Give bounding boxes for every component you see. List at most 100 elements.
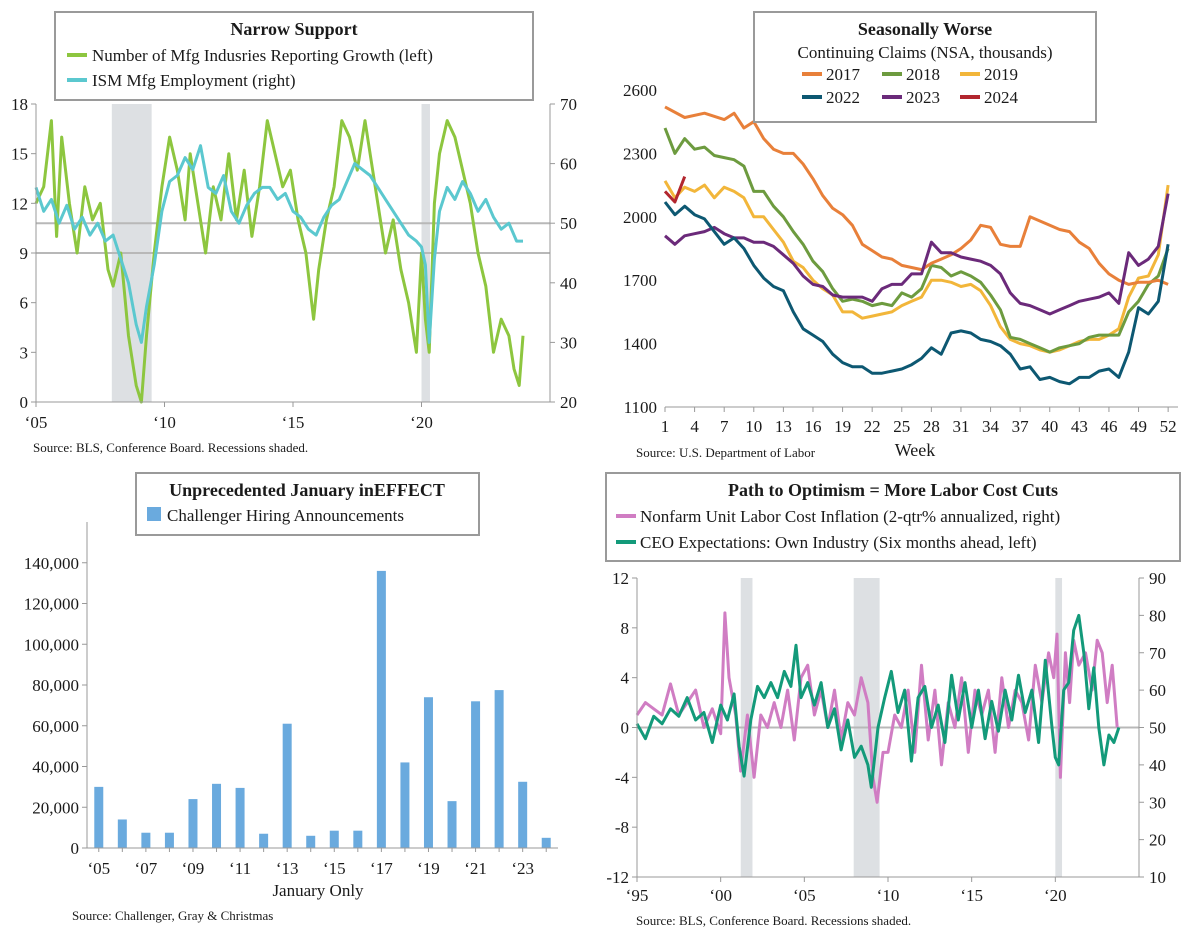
x-tick-label: 52 [1160, 417, 1177, 436]
x-tick-label: 22 [864, 417, 881, 436]
y-tick-label-left: -12 [606, 868, 629, 887]
y-tick-label-left: 9 [20, 244, 29, 263]
y-tick-label-left: -8 [615, 818, 629, 837]
legend-label-ulc: Nonfarm Unit Labor Cost Inflation (2-qtr… [640, 507, 1060, 526]
bar-2005 [94, 786, 104, 848]
bar-2020 [447, 801, 457, 848]
x-tick-label: ‘15 [282, 413, 305, 432]
y-tick-label-left: 4 [621, 669, 630, 688]
panel-path-to-optimism: -12 -8 -4 0 4 8 12 10 20 30 40 50 60 70 80 90 ‘95 ‘00 ‘05 ‘… [605, 472, 1181, 928]
panel-seasonally-worse: 1100 1400 1700 2000 2300 2600 1 4 7 10 13 16 19 22 25 2… [623, 11, 1178, 460]
x-tick-label: ‘15 [323, 859, 346, 878]
y-tick-label-right: 70 [560, 95, 577, 114]
x-tick-label: ‘20 [410, 413, 433, 432]
y-tick-label-left: 12 [11, 194, 28, 213]
y-tick-label-left: 15 [11, 145, 28, 164]
x-tick-label: ‘05 [793, 886, 816, 905]
bar-2022 [494, 690, 504, 848]
y-tick-label: 140,000 [24, 554, 79, 573]
series-line-2018 [663, 127, 1170, 354]
series-line-2023 [664, 193, 1170, 316]
legend-label-2022: 2022 [826, 88, 860, 107]
x-tick-label: ‘05 [25, 413, 48, 432]
legend-box [135, 472, 480, 536]
y-tick-label-right: 20 [1149, 831, 1166, 850]
panel-narrow-support: 0 3 6 9 12 15 18 20 30 40 50 60 70 ‘05 ‘10 ‘15 ‘20 Narro… [11, 11, 577, 455]
y-tick-label: 100,000 [24, 635, 79, 654]
source-note: Source: Challenger, Gray & Christmas [72, 908, 273, 923]
x-tick-label: 40 [1041, 417, 1058, 436]
source-note: Source: BLS, Conference Board. Recession… [33, 440, 308, 455]
panel-unprecedented-january: 0 20,000 40,000 60,000 80,000 100,000 120,000 1… [24, 472, 558, 923]
y-tick-label-left: 0 [621, 719, 630, 738]
bar-2010 [212, 783, 222, 848]
y-tick-label-right: 10 [1149, 868, 1166, 887]
series-line-ceo [635, 613, 1121, 789]
y-tick-label-left: 12 [612, 569, 629, 588]
y-tick-label-right: 20 [560, 393, 577, 412]
x-tick-label: 49 [1130, 417, 1147, 436]
y-tick-label-right: 80 [1149, 606, 1166, 625]
y-tick-label-left: 8 [621, 619, 630, 638]
bar-2024 [541, 837, 551, 848]
x-tick-label: ‘09 [182, 859, 205, 878]
legend-label-2017: 2017 [826, 65, 861, 84]
x-tick-label: ‘07 [135, 859, 158, 878]
legend-box [753, 11, 1097, 123]
bar-2009 [188, 799, 198, 848]
bar-2016 [353, 830, 363, 848]
legend-box [54, 11, 534, 101]
series-line-ism [34, 144, 523, 344]
y-tick-label-left: 18 [11, 95, 28, 114]
y-tick-label-right: 40 [1149, 756, 1166, 775]
bar-2019 [423, 697, 433, 848]
x-tick-label: 37 [1012, 417, 1030, 436]
y-tick-label-left: 0 [20, 393, 29, 412]
x-tick-label: ‘17 [370, 859, 393, 878]
bar-2014 [306, 835, 316, 848]
legend-label-2019: 2019 [984, 65, 1018, 84]
y-tick-label-left: -4 [615, 768, 630, 787]
x-tick-label: 10 [745, 417, 762, 436]
x-tick-label: 7 [720, 417, 729, 436]
x-tick-label: 16 [804, 417, 821, 436]
legend-label-2018: 2018 [906, 65, 940, 84]
x-tick-label: ‘13 [276, 859, 299, 878]
legend-label-2023: 2023 [906, 88, 940, 107]
bar-2018 [400, 762, 410, 848]
x-tick-label: ‘20 [1044, 886, 1067, 905]
y-tick-label-right: 50 [560, 214, 577, 233]
y-tick-label: 120,000 [24, 595, 79, 614]
y-tick-label: 0 [71, 839, 80, 858]
series-line-industries [34, 119, 525, 404]
x-tick-label: ‘00 [709, 886, 732, 905]
y-tick-label: 60,000 [32, 717, 79, 736]
x-tick-label: 31 [952, 417, 969, 436]
y-tick-label: 80,000 [32, 676, 79, 695]
bar-2007 [141, 832, 151, 848]
y-tick-label-left: 6 [20, 294, 29, 313]
x-tick-label: 25 [893, 417, 910, 436]
y-tick-label: 20,000 [32, 798, 79, 817]
series-line-2022 [663, 201, 1170, 386]
x-tick-label: 4 [690, 417, 699, 436]
legend-label-industries: Number of Mfg Indusries Reporting Growth… [92, 46, 433, 65]
x-axis-label: January Only [272, 881, 364, 900]
bar-2011 [235, 787, 245, 848]
y-tick-label-right: 60 [560, 155, 577, 174]
y-tick-label-right: 50 [1149, 719, 1166, 738]
y-tick-label-right: 70 [1149, 644, 1166, 663]
x-tick-label: 28 [923, 417, 940, 436]
bar-2006 [117, 819, 127, 848]
y-tick-label: 2000 [623, 208, 657, 227]
legend-label-ceo: CEO Expectations: Own Industry (Six mont… [640, 533, 1037, 552]
y-tick-label-right: 40 [560, 274, 577, 293]
legend-box [605, 472, 1181, 562]
x-tick-label: ‘11 [229, 859, 251, 878]
x-axis-label: Week [895, 440, 936, 460]
x-tick-label: ‘23 [511, 859, 534, 878]
y-tick-label: 1700 [623, 271, 657, 290]
chart-subtitle: Continuing Claims (NSA, thousands) [797, 43, 1052, 62]
bar-2013 [282, 723, 292, 848]
